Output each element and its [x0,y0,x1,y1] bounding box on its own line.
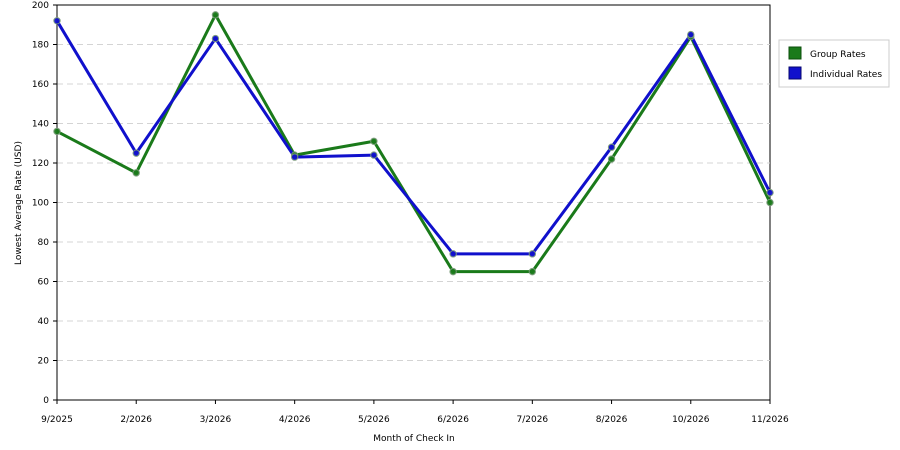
x-tick-label-2: 3/2026 [200,415,232,425]
point-individual-rates-4 [370,151,378,159]
y-axis-title: Lowest Average Rate (USD) [14,141,24,265]
y-tick-label-160: 160 [32,80,49,90]
legend-label-group-rates: Group Rates [810,50,866,60]
y-tick-label-140: 140 [32,120,49,130]
y-tick-label-80: 80 [38,238,50,248]
point-individual-rates-1 [132,149,140,157]
point-group-rates-6 [528,267,537,276]
legend-label-individual-rates: Individual Rates [810,70,882,80]
legend-swatch-individual-rates [788,66,802,80]
y-tick-label-0: 0 [43,396,49,406]
point-group-rates-9 [766,198,774,207]
x-tick-label-9: 11/2026 [751,415,789,425]
x-axis-title: Month of Check In [373,434,455,444]
x-tick-label-8: 10/2026 [672,415,710,425]
y-tick-label-20: 20 [38,357,50,367]
point-individual-rates-7 [607,143,616,151]
x-tick-label-6: 7/2026 [516,415,548,425]
point-group-rates-1 [132,169,140,177]
point-individual-rates-5 [449,250,457,258]
point-individual-rates-3 [290,153,299,161]
x-tick-label-5: 6/2026 [437,415,469,425]
point-group-rates-7 [607,155,616,163]
point-group-rates-0 [53,127,61,136]
point-individual-rates-2 [211,34,220,43]
y-tick-label-120: 120 [32,159,49,169]
x-tick-label-7: 8/2026 [596,415,628,425]
point-individual-rates-9 [766,188,774,197]
y-tick-label-180: 180 [32,41,49,51]
point-individual-rates-0 [53,17,61,25]
legend: Group Rates Individual Rates [778,39,890,88]
point-individual-rates-8 [687,30,695,39]
x-tick-label-0: 9/2025 [41,415,73,425]
point-individual-rates-6 [528,250,537,258]
y-tick-label-100: 100 [32,199,49,209]
x-tick-label-4: 5/2026 [358,415,390,425]
series-line-individual-rates [55,20,772,256]
x-tick-label-3: 4/2026 [279,415,311,425]
point-group-rates-4 [370,137,378,145]
point-group-rates-2 [211,11,220,19]
series-layer [53,11,774,276]
y-tick-label-200: 200 [32,1,49,11]
legend-swatch-group-rates [788,46,802,60]
point-group-rates-5 [449,267,457,276]
y-tick-label-40: 40 [38,317,50,327]
x-tick-label-1: 2/2026 [120,415,152,425]
y-tick-label-60: 60 [38,278,50,288]
axis-layer: 0 20 40 60 80 100 120 140 160 180 200 9/2025 2/2026 3… [32,1,789,425]
